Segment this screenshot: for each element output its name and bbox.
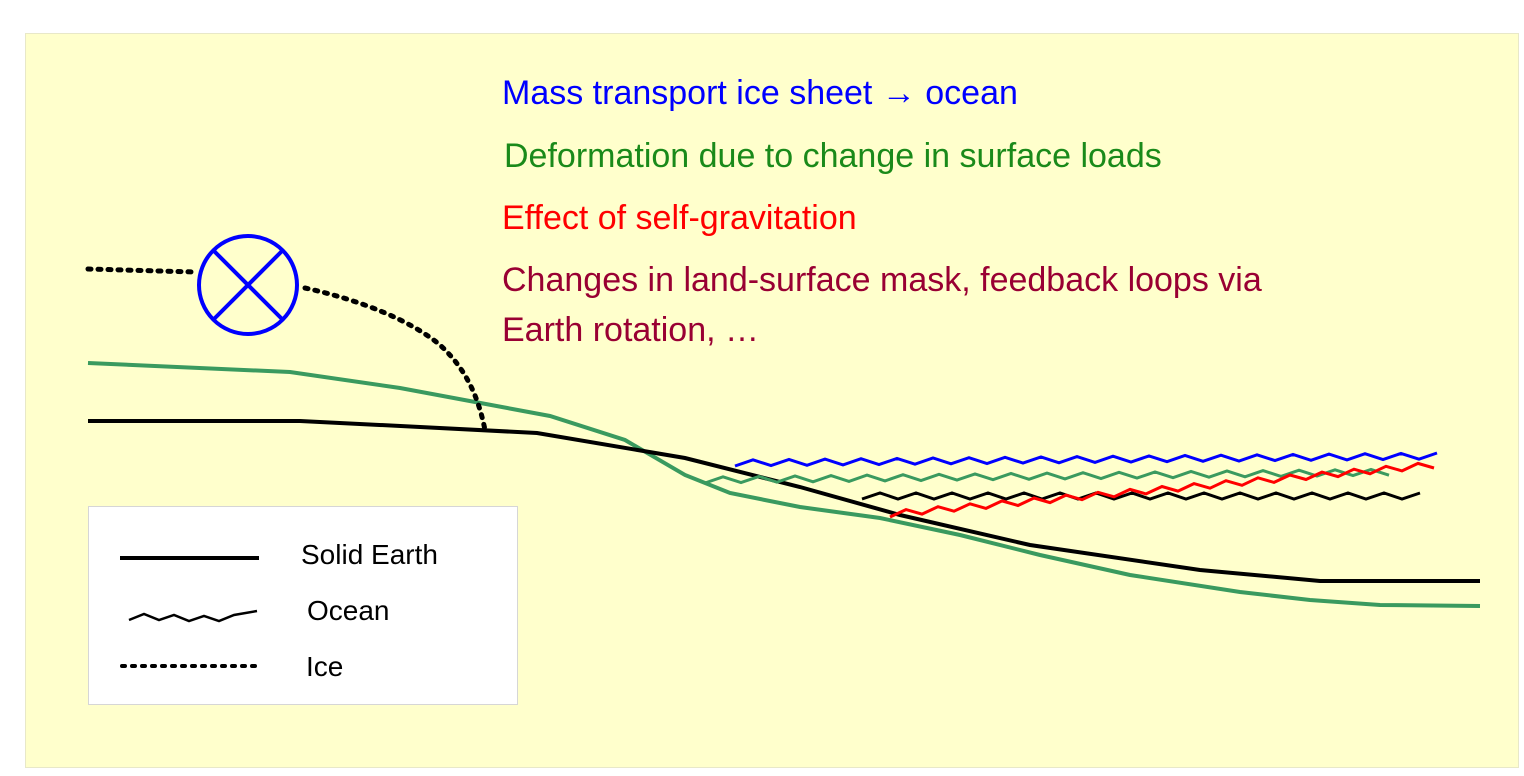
annotation-deformation: Deformation due to change in surface loa… bbox=[504, 137, 1162, 175]
legend: Solid Earth Ocean Ice bbox=[88, 506, 518, 705]
annotation-self-gravitation: Effect of self-gravitation bbox=[502, 199, 857, 237]
ocean-surface-self-gravitation bbox=[889, 461, 1435, 519]
circle-x-icon bbox=[197, 234, 299, 336]
legend-swatches bbox=[120, 556, 261, 668]
annotation-feedback-line1: Changes in land-surface mask, feedback l… bbox=[502, 261, 1262, 299]
ocean-surface-deformation bbox=[704, 467, 1390, 485]
ocean-surface-mass-transport bbox=[734, 451, 1438, 468]
ocean-surface-reference bbox=[861, 491, 1421, 501]
annotation-feedback-line2: Earth rotation, … bbox=[502, 311, 760, 349]
legend-label-ice: Ice bbox=[306, 651, 344, 682]
ice-sheet-surface-line bbox=[85, 266, 488, 433]
legend-label-solid-earth: Solid Earth bbox=[301, 539, 438, 570]
legend-ocean-swatch bbox=[128, 609, 258, 623]
solid-earth-line bbox=[88, 419, 1480, 583]
legend-label-ocean: Ocean bbox=[307, 595, 390, 626]
annotation-mass-transport: Mass transport ice sheet → ocean bbox=[502, 74, 1018, 112]
deformed-solid-earth-line bbox=[87, 361, 1481, 608]
